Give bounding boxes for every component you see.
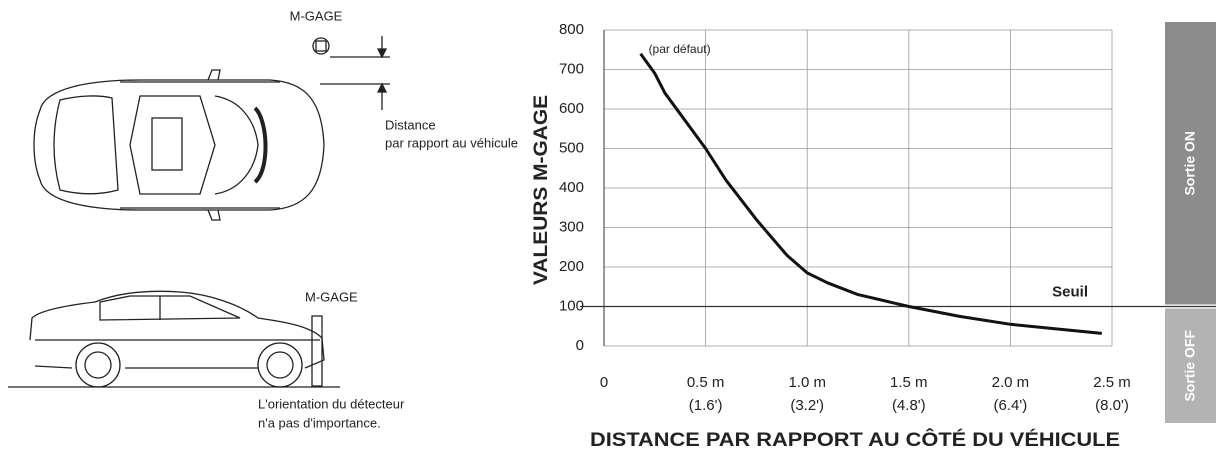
sensor-label: M-GAGE — [305, 289, 358, 304]
y-tick-label: 700 — [559, 60, 584, 77]
x-tick-label: 0.5 m — [687, 374, 725, 391]
output-zone — [1165, 22, 1216, 305]
output-zone-label: Sortie OFF — [1182, 330, 1198, 402]
x-tick-sublabel: (6.4') — [994, 397, 1028, 414]
threshold-label: Seuil — [1052, 283, 1088, 300]
output-zone — [1165, 308, 1216, 423]
y-tick-label: 300 — [559, 218, 584, 235]
x-tick-label: 2.5 m — [1093, 374, 1131, 391]
sensor-label: M-GAGE — [290, 8, 343, 23]
distance-label: Distance — [385, 117, 436, 132]
x-tick-sublabel: (8.0') — [1095, 397, 1129, 414]
x-tick-label: 1.0 m — [788, 374, 826, 391]
distance-label: par rapport au véhicule — [385, 135, 518, 150]
output-zone-label: Sortie ON — [1182, 131, 1198, 196]
y-tick-label: 0 — [576, 337, 584, 354]
y-axis-title: VALEURS M-GAGE — [531, 95, 552, 285]
x-tick-label: 2.0 m — [992, 374, 1030, 391]
y-tick-label: 600 — [559, 100, 584, 117]
car-top-view — [33, 69, 325, 221]
annotation: (par défaut) — [649, 42, 711, 56]
curve — [639, 52, 1102, 335]
y-tick-label: 800 — [559, 21, 584, 38]
y-tick-label: 100 — [559, 297, 584, 314]
x-tick-sublabel: (1.6') — [689, 397, 723, 414]
x-tick-sublabel: (4.8') — [892, 397, 926, 414]
x-tick-label: 1.5 m — [890, 374, 928, 391]
y-tick-label: 500 — [559, 139, 584, 156]
x-axis-title: DISTANCE PAR RAPPORT AU CÔTÉ DU VÉHICULE — [590, 429, 1120, 451]
y-tick-label: 400 — [559, 179, 584, 196]
y-tick-label: 200 — [559, 258, 584, 275]
car-side-view — [8, 290, 340, 388]
orientation-note: L'orientation du détecteur — [258, 396, 405, 411]
sensor-top — [312, 36, 390, 110]
x-tick-label: 0 — [600, 374, 608, 391]
orientation-note: n'a pas d'importance. — [258, 415, 381, 430]
x-tick-sublabel: (3.2') — [790, 397, 824, 414]
